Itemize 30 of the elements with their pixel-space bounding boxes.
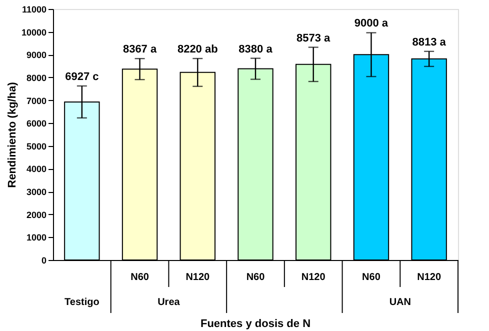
x-tick-label: N60 xyxy=(362,272,381,283)
y-tick-label: 2000 xyxy=(26,210,46,220)
y-tick-label: 4000 xyxy=(26,164,46,174)
y-tick-label: 6000 xyxy=(26,118,46,129)
y-tick-label: 0 xyxy=(41,256,46,266)
x-tick-label: N120 xyxy=(301,272,326,283)
y-tick-label: 11000 xyxy=(22,4,46,14)
x-axis-title: Fuentes y dosis de N xyxy=(200,318,311,330)
data-label: 8813 a xyxy=(412,36,447,48)
x-tick-label: N120 xyxy=(186,272,210,283)
x-tick-label: N120 xyxy=(417,272,442,283)
text: Testigo xyxy=(64,297,100,308)
x-tick-label: N60 xyxy=(246,272,266,283)
y-tick-label: 7000 xyxy=(26,96,46,106)
y-tick-label: 1000 xyxy=(26,232,46,243)
x-tick-label: N60 xyxy=(130,272,150,283)
data-label: 8220 ab xyxy=(177,44,218,56)
y-tick-label: 10000 xyxy=(21,27,46,38)
data-label: 8573 a xyxy=(296,32,332,44)
y-tick-label: 9000 xyxy=(26,50,46,60)
y-tick-label: 3000 xyxy=(26,187,46,198)
y-axis-title: Rendimiento (kg/ha) xyxy=(6,82,18,188)
y-tick-label: 8000 xyxy=(26,72,46,83)
data-label: 8380 a xyxy=(238,43,274,56)
data-label: 9000 a xyxy=(354,18,389,30)
data-label: 6927 c xyxy=(65,70,99,83)
data-label: 8367 a xyxy=(122,44,158,56)
text: UAN xyxy=(389,297,411,308)
text: Urea xyxy=(158,297,180,308)
y-tick-label: 5000 xyxy=(26,141,46,152)
